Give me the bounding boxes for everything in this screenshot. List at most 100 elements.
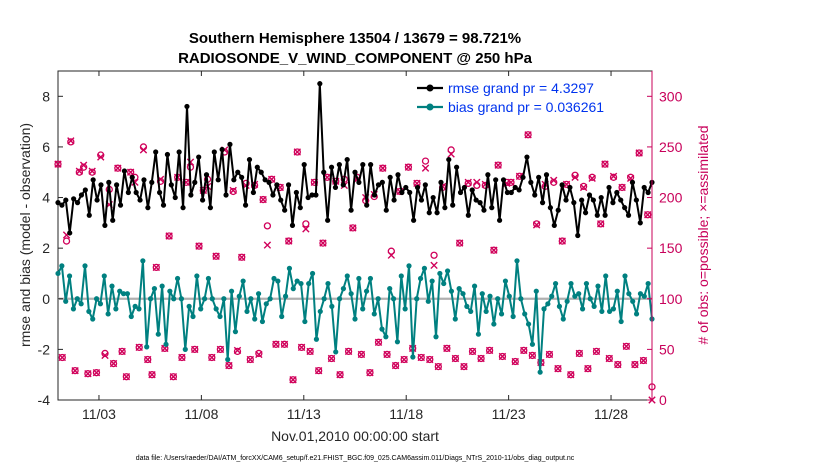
- possible-obs-marker: [255, 349, 263, 358]
- x-tick-label: 11/18: [389, 406, 423, 422]
- rmse-point: [188, 192, 194, 198]
- assimilated-obs-marker: [498, 352, 507, 361]
- x-axis: 11/03 11/08 11/13 11/18 11/23 11/28: [82, 71, 628, 422]
- possible-obs-marker: [421, 157, 430, 165]
- assimilated-obs-marker: [528, 351, 537, 360]
- possible-obs-marker: [626, 173, 635, 181]
- assimilated-obs-marker: [443, 344, 451, 353]
- rmse-point: [473, 197, 479, 203]
- rmse-point: [117, 202, 124, 208]
- assimilated-obs-marker: [314, 366, 323, 375]
- assimilated-obs-marker: [263, 241, 272, 249]
- assimilated-obs-marker: [430, 261, 438, 270]
- assimilated-obs-marker: [507, 178, 515, 187]
- rmse-point: [321, 169, 327, 175]
- rmse-point: [59, 202, 65, 208]
- assimilated-obs-marker: [635, 149, 643, 157]
- possible-obs-marker: [289, 376, 297, 384]
- rmse-point: [356, 179, 362, 185]
- rmse-point: [586, 192, 593, 198]
- assimilated-obs-marker: [404, 163, 413, 171]
- assimilated-obs-marker: [178, 353, 186, 362]
- bias-point: [344, 273, 350, 279]
- possible-obs-marker: [639, 356, 648, 365]
- possible-obs-marker: [238, 253, 246, 261]
- assimilated-obs-marker: [456, 239, 464, 247]
- y-tick-label: 2: [42, 240, 50, 256]
- bias-point: [630, 298, 636, 304]
- assimilated-obs-marker: [464, 178, 472, 187]
- possible-obs-marker: [349, 224, 357, 232]
- possible-obs-marker: [122, 373, 131, 381]
- rmse-point: [637, 220, 643, 226]
- possible-obs-marker: [62, 237, 71, 245]
- chart-title: Southern Hemisphere 13504 / 13679 = 98.7…: [189, 30, 521, 47]
- rmse-point: [289, 222, 296, 228]
- rmse-point: [74, 200, 81, 206]
- y-axis-label: rmse and bias (model - observation): [17, 123, 33, 347]
- rmse-point: [102, 222, 108, 228]
- possible-obs-marker: [92, 369, 101, 377]
- x-tick-label: 11/03: [82, 406, 116, 422]
- rmse-point: [485, 172, 491, 178]
- bias-point: [302, 318, 308, 325]
- y-tick-label: -2: [38, 341, 51, 357]
- bias-point: [55, 270, 61, 277]
- chart-subtitle: RADIOSONDE_V_WIND_COMPONENT @ 250 hPa: [178, 50, 533, 67]
- assimilated-obs-marker: [336, 370, 344, 379]
- rmse-point: [625, 212, 632, 218]
- bias-point: [514, 258, 520, 264]
- rmse-point: [610, 200, 616, 206]
- bias-point: [360, 306, 366, 312]
- possible-obs-marker: [272, 340, 280, 348]
- bias-point: [529, 341, 536, 347]
- assimilated-obs-marker: [571, 173, 579, 181]
- bias-point: [66, 273, 73, 279]
- possible-obs-marker: [114, 164, 122, 172]
- rmse-point: [379, 179, 385, 185]
- possible-obs-marker: [592, 347, 601, 356]
- possible-obs-marker: [297, 343, 306, 352]
- bias-point: [333, 349, 339, 355]
- rmse-point: [493, 177, 499, 183]
- possible-obs-marker: [165, 232, 173, 240]
- bias-point: [533, 288, 539, 294]
- bias-point: [471, 283, 478, 289]
- possible-obs-marker: [306, 347, 314, 356]
- possible-obs-marker: [404, 163, 413, 171]
- bias-point: [371, 311, 377, 317]
- bias-point: [109, 283, 115, 289]
- rmse-point: [317, 81, 323, 87]
- assimilated-obs-marker: [246, 355, 254, 364]
- possible-obs-marker: [391, 361, 400, 370]
- rmse-point: [235, 169, 241, 175]
- assimilated-obs-marker: [460, 362, 468, 371]
- rmse-point: [496, 217, 503, 223]
- assimilated-obs-marker: [417, 353, 425, 362]
- assimilated-obs-marker: [631, 360, 639, 369]
- rmse-point: [547, 205, 553, 211]
- assimilated-obs-marker: [135, 343, 143, 352]
- possible-obs-marker: [460, 362, 468, 371]
- bias-point: [86, 308, 92, 315]
- bias-point: [383, 334, 389, 340]
- rmse-point: [180, 205, 186, 211]
- bias-point: [282, 293, 289, 299]
- assimilated-obs-marker: [383, 350, 391, 359]
- bias-point: [518, 296, 524, 302]
- bias-point: [163, 341, 169, 347]
- legend-rmse-marker: [426, 84, 434, 92]
- assimilated-obs-marker: [79, 161, 88, 169]
- possible-obs-marker: [233, 347, 242, 356]
- rmse-point: [434, 210, 440, 216]
- bias-point: [433, 334, 439, 340]
- rmse-point: [450, 202, 456, 208]
- possible-obs-marker: [520, 346, 528, 355]
- rmse-point: [375, 182, 382, 188]
- assimilated-obs-marker: [387, 251, 396, 259]
- bias-point: [599, 308, 605, 315]
- bias-point: [124, 291, 131, 297]
- assimilated-obs-marker: [434, 362, 443, 371]
- bias-point: [329, 303, 335, 309]
- assimilated-obs-marker: [297, 343, 306, 352]
